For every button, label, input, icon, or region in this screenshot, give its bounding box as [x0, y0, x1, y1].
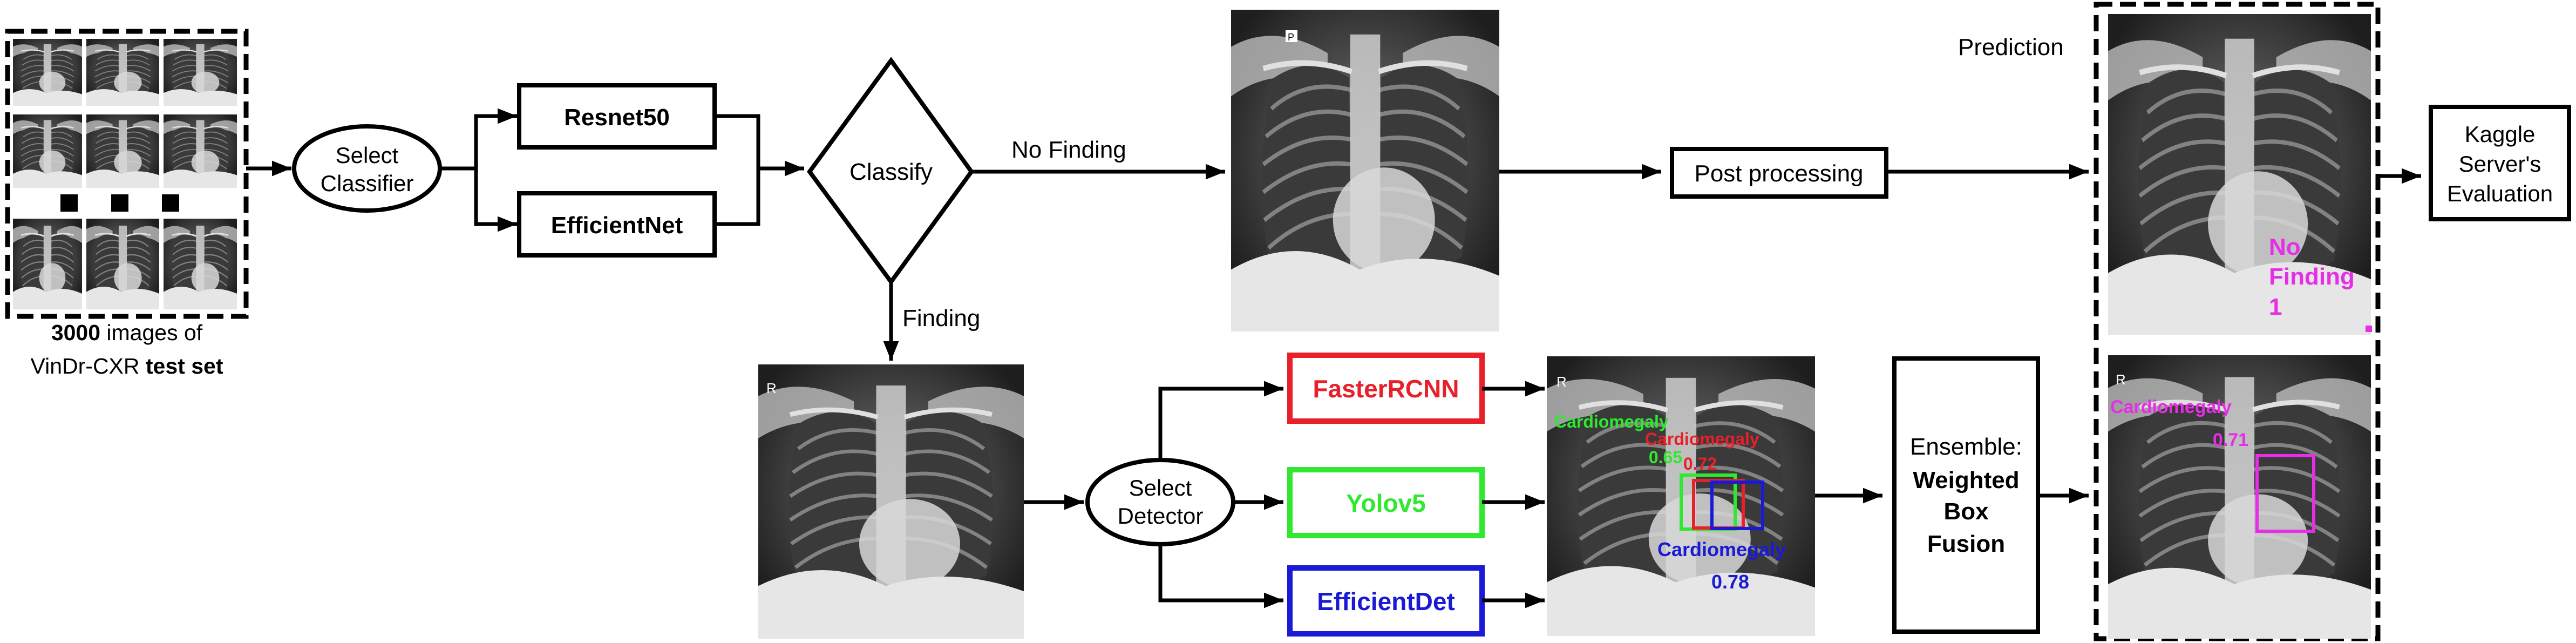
merge-resnet	[715, 114, 804, 177]
ensemble-line1: Ensemble:	[1910, 434, 2022, 460]
select-classifier-line1: Select	[336, 143, 399, 168]
resnet50-box	[517, 83, 717, 150]
xray-marker-r-prediction: R	[2116, 371, 2126, 388]
ensemble-line3: Box	[1943, 498, 1989, 525]
kaggle-line1: Kaggle	[2465, 121, 2536, 147]
yolov5-box	[1287, 467, 1485, 538]
detection-red-score: 0.72	[1683, 454, 1717, 473]
ensemble-wbf-box	[1892, 356, 2040, 634]
select-detector-line1: Select	[1129, 475, 1192, 500]
fasterrcnn-label: FasterRCNN	[1313, 375, 1459, 403]
select-detector-node	[1085, 458, 1235, 546]
prediction-no-finding-line2: Finding	[2269, 263, 2355, 290]
classify-label: Classify	[849, 159, 933, 185]
xray-marker-r-detections: R	[1557, 374, 1567, 390]
fasterrcnn-box	[1287, 353, 1485, 424]
input-caption-line2: VinDr-CXR test set	[31, 354, 223, 378]
finding-branch-label: Finding	[902, 305, 980, 331]
detection-red-label: Cardiomegaly	[1645, 429, 1759, 449]
prediction-finding-score: 0.71	[2213, 430, 2248, 450]
arrow-to-fasterrcnn	[1158, 381, 1283, 460]
prediction-no-finding-score: 1	[2269, 294, 2282, 320]
kaggle-evaluation-box	[2429, 105, 2571, 221]
detection-box-blue	[1710, 480, 1764, 530]
merge-efficientnet	[715, 168, 760, 226]
xray-no-finding-image: P	[1231, 10, 1499, 331]
xray-marker-p: P	[1288, 32, 1294, 43]
no-finding-branch-label: No Finding	[1011, 137, 1126, 163]
ellipsis-dots	[60, 194, 179, 212]
xray-marker-r-input: R	[766, 380, 777, 396]
prediction-frame	[2094, 2, 2381, 641]
xray-finding-image: R	[758, 364, 1024, 639]
kaggle-line2: Server's	[2459, 151, 2541, 177]
efficientnet-label: EfficientNet	[551, 212, 683, 239]
arrow-to-efficientnet	[474, 168, 517, 232]
input-xray-thumbnails	[13, 39, 237, 309]
input-caption-line1: 3000 images of	[51, 320, 203, 345]
post-processing-label: Post processing	[1694, 160, 1863, 187]
prediction-finding-label: Cardiomegaly	[2110, 397, 2232, 417]
prediction-finding-image: R	[2108, 355, 2371, 639]
detection-blue-label: Cardiomegaly	[1657, 538, 1786, 560]
select-classifier-line2: Classifier	[321, 171, 414, 196]
yolov5-label: Yolov5	[1346, 489, 1425, 517]
select-detector-line2: Detector	[1118, 503, 1204, 529]
efficientdet-box	[1287, 565, 1485, 637]
efficientdet-label: EfficientDet	[1317, 587, 1455, 615]
prediction-finding-box	[2255, 454, 2315, 533]
arrow-to-resnet	[440, 108, 517, 171]
resnet50-label: Resnet50	[564, 104, 670, 131]
detection-blue-score: 0.78	[1711, 571, 1749, 593]
detection-green-label: Cardiomegaly	[1554, 412, 1669, 431]
prediction-title: Prediction	[1958, 34, 2064, 60]
xray-detections-image: R	[1547, 356, 1815, 636]
input-collage-frame	[5, 29, 249, 319]
ensemble-line2: Weighted	[1913, 467, 2019, 493]
detection-green-score: 0.65	[1649, 448, 1682, 467]
arrow-to-efficientdet	[1158, 544, 1283, 608]
prediction-no-finding-line1: No	[2269, 234, 2301, 260]
ensemble-line4: Fusion	[1927, 531, 2005, 557]
select-classifier-node	[292, 124, 442, 213]
prediction-corner-marker	[2366, 326, 2372, 332]
kaggle-line3: Evaluation	[2447, 181, 2553, 206]
